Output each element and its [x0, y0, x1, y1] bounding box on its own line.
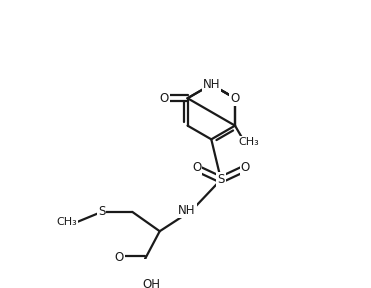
- Text: CH₃: CH₃: [238, 137, 259, 147]
- Text: NH: NH: [203, 78, 220, 91]
- Text: O: O: [115, 251, 124, 264]
- Text: O: O: [192, 161, 201, 174]
- Text: OH: OH: [142, 278, 161, 288]
- Text: O: O: [230, 92, 240, 105]
- Text: S: S: [217, 173, 225, 186]
- Text: O: O: [240, 161, 250, 174]
- Text: S: S: [98, 205, 105, 218]
- Text: O: O: [160, 92, 169, 105]
- Text: CH₃: CH₃: [57, 217, 78, 227]
- Text: NH: NH: [178, 204, 196, 217]
